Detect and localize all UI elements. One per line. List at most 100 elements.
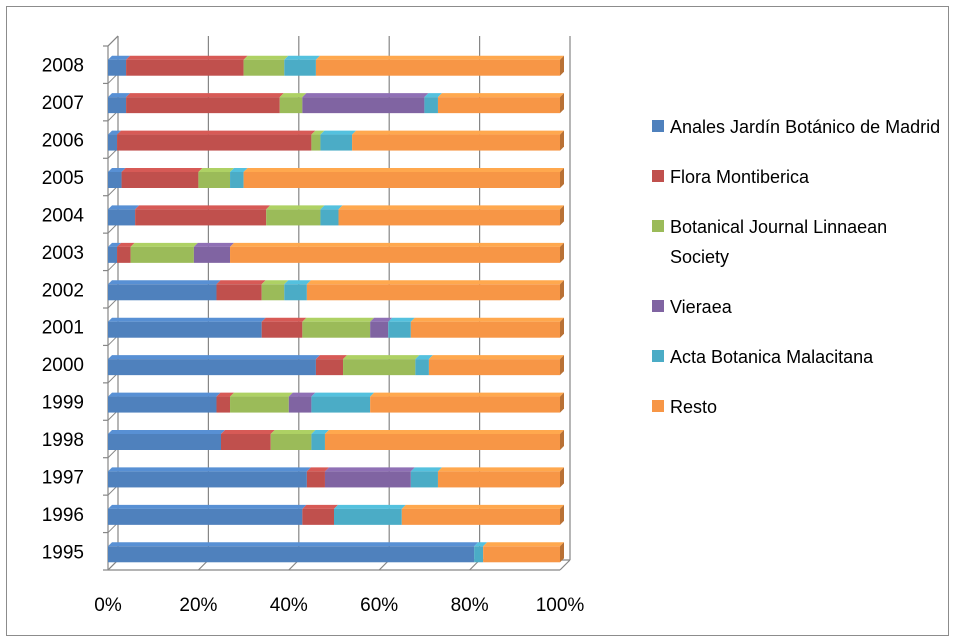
bar-segment <box>306 284 560 301</box>
bar-segment <box>108 359 316 376</box>
bar-top-face <box>370 392 564 397</box>
y-tick-label: 1996 <box>42 505 84 526</box>
bar-top-face <box>370 317 393 322</box>
bar-top-face <box>266 205 325 210</box>
bar-segment <box>108 546 475 563</box>
bar-top-face <box>483 542 564 547</box>
bar-top-face <box>108 168 126 172</box>
bar-segment <box>388 321 411 338</box>
bar-top-face <box>288 392 316 397</box>
bar-end-face <box>560 317 564 338</box>
legend-label: Botanical Journal Linnaean Society <box>670 217 888 267</box>
bar-top-face <box>415 355 433 360</box>
bar-top-face <box>437 467 564 472</box>
y-tick-label: 2002 <box>42 280 84 301</box>
bar-segment <box>261 284 285 301</box>
bar-segment <box>108 59 127 76</box>
gridline-floor <box>559 559 571 571</box>
bar-segment <box>216 396 231 413</box>
bar-top-face <box>428 355 564 360</box>
bar-segment <box>324 471 411 488</box>
bar-top-face <box>284 55 320 60</box>
y-tick-label: 2005 <box>42 168 84 189</box>
tick-labels: 0% 20% 40% 60% 80% 100% 2008 2007 2006 2005 2004 20… <box>42 56 585 616</box>
bar-segment <box>108 209 136 226</box>
bar-top-face <box>117 242 135 247</box>
bar-segment <box>324 434 560 450</box>
legend-label: Vieraea <box>670 297 732 317</box>
bar-segment <box>108 246 118 263</box>
bar-top-face <box>261 280 289 285</box>
bar-top-face <box>216 392 235 397</box>
y-tick-label: 1995 <box>42 542 84 563</box>
legend-item: Resto <box>652 392 942 422</box>
bar-segment <box>230 172 244 188</box>
bar-top-face <box>121 168 203 172</box>
bar-segment <box>437 471 560 488</box>
legend-item: Anales Jardín Botánico de Madrid <box>652 112 942 142</box>
y-tick-label: 2004 <box>42 205 85 226</box>
bar-top-face <box>320 205 343 210</box>
bar-segment <box>193 246 231 263</box>
bar-segment <box>320 209 339 226</box>
bar-segment <box>261 321 303 338</box>
x-tick-label: 80% <box>451 595 489 616</box>
bar-end-face <box>560 504 564 525</box>
bar-segment <box>117 134 312 151</box>
bar-segment <box>474 546 484 563</box>
legend: Anales Jardín Botánico de Madrid Flora Mo… <box>652 112 942 442</box>
legend-label: Resto <box>670 397 718 417</box>
legend-swatch <box>652 170 664 182</box>
legend-label: Anales Jardín Botánico de Madrid <box>670 117 941 137</box>
bar-segment <box>198 172 231 188</box>
bar-top-face <box>230 168 248 172</box>
x-tick-label: 0% <box>94 595 122 616</box>
bar-end-face <box>560 55 564 76</box>
bar-top-face <box>198 168 235 172</box>
x-tick-label: 60% <box>360 595 398 616</box>
bar-end-face <box>560 430 564 450</box>
bar-end-face <box>560 392 564 413</box>
y-tick-label: 2008 <box>42 56 84 77</box>
bar-segment <box>279 97 303 114</box>
bar-segment <box>311 134 321 151</box>
bar-top-face <box>193 242 235 247</box>
y-tick-label: 1997 <box>42 467 84 488</box>
bar-segment <box>343 359 416 376</box>
bar-segment <box>135 209 267 226</box>
bar-top-face <box>108 430 225 434</box>
bar-segment <box>284 284 307 301</box>
bar-segment <box>230 246 561 263</box>
x-tick-label: 40% <box>270 595 308 616</box>
bar-segment <box>338 209 560 226</box>
bar-top-face <box>320 130 357 135</box>
bar-segment <box>126 97 280 114</box>
bar-top-face <box>343 355 420 360</box>
bar-segment <box>108 396 217 413</box>
bar-segment <box>221 434 271 450</box>
bar-top-face <box>108 93 131 98</box>
legend-swatch <box>652 400 664 412</box>
bar-top-face <box>437 93 564 98</box>
bar-top-face <box>108 280 221 285</box>
wall-line <box>107 35 119 47</box>
legend-item: Flora Montiberica <box>652 162 942 192</box>
bar-end-face <box>560 467 564 488</box>
bar-segment <box>410 471 438 488</box>
bar-top-face <box>126 55 248 60</box>
bar-top-face <box>324 467 415 472</box>
bar-top-face <box>261 317 307 322</box>
bar-segment <box>401 508 560 525</box>
bar-segment <box>243 59 285 76</box>
bar-segment <box>302 97 425 114</box>
bar-segment <box>270 434 312 450</box>
bar-end-face <box>560 130 564 151</box>
bar-segment <box>352 134 560 151</box>
bar-top-face <box>108 130 122 135</box>
bar-end-face <box>560 93 564 114</box>
bar-top-face <box>270 430 316 434</box>
legend-item: Botanical Journal Linnaean Society <box>652 212 942 272</box>
y-tick-label: 2003 <box>42 243 84 264</box>
bar-top-face <box>130 242 198 247</box>
